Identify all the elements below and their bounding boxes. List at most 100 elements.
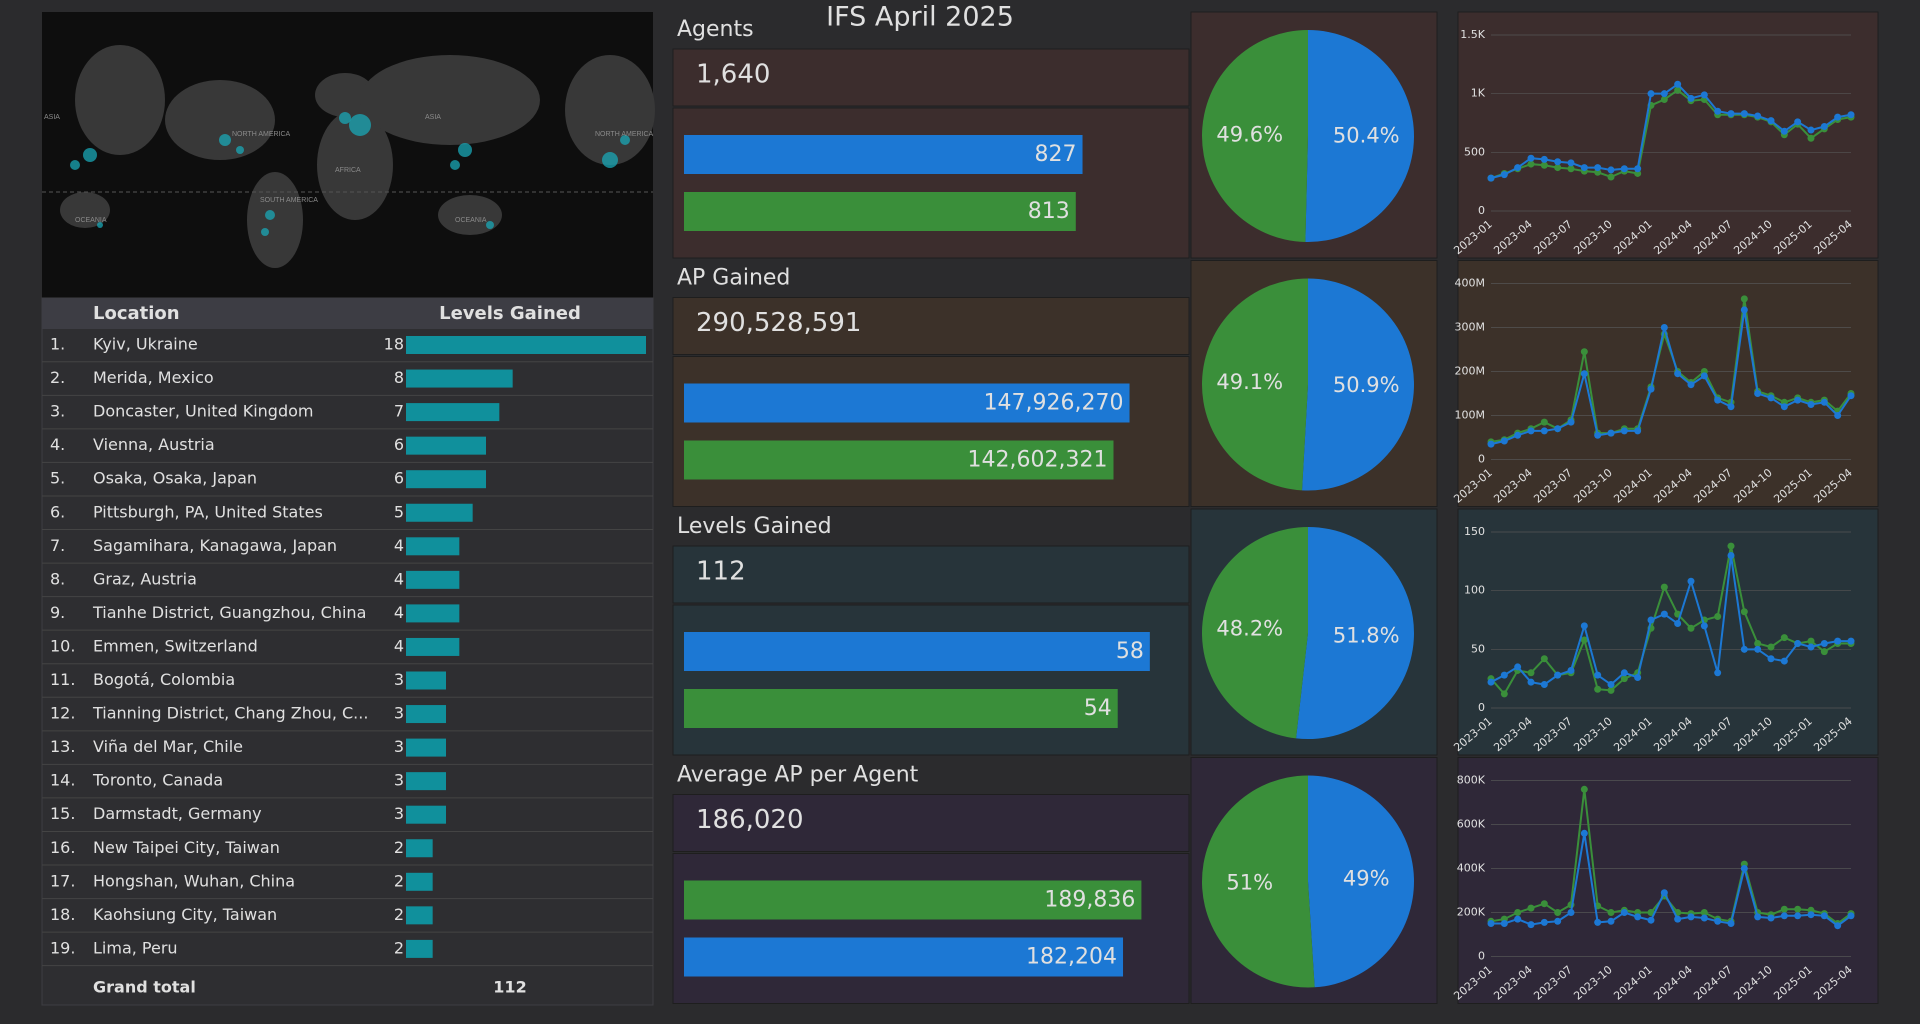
line-point	[1714, 669, 1722, 677]
line-point	[1687, 577, 1695, 585]
pie-label: 50.9%	[1333, 373, 1400, 397]
column-header: Levels Gained	[439, 303, 581, 324]
line-point	[1767, 394, 1775, 402]
location: Tianhe District, Guangzhou, China	[92, 603, 366, 622]
line-point	[1514, 663, 1522, 671]
line-point	[1727, 403, 1735, 411]
table-bar	[406, 772, 446, 791]
line-point	[1634, 427, 1642, 435]
table-bar	[406, 805, 446, 824]
rank: 15.	[50, 804, 75, 823]
line-point	[1594, 164, 1602, 172]
line-point	[1820, 123, 1828, 131]
line-point	[1700, 372, 1708, 380]
line-point	[1567, 159, 1575, 167]
line-point	[1780, 127, 1788, 135]
value: 2	[394, 871, 404, 890]
value: 4	[394, 636, 404, 655]
line-point	[1794, 396, 1802, 404]
bar-value: 58	[1116, 639, 1144, 664]
bar-value: 189,836	[1044, 888, 1135, 913]
line-point	[1647, 909, 1655, 916]
line-point	[1807, 637, 1815, 645]
line-point	[1487, 920, 1495, 927]
line-point	[1514, 909, 1522, 916]
line-point	[1634, 673, 1642, 681]
panel-title: Levels Gained	[677, 514, 832, 539]
table-bar	[406, 637, 460, 656]
table-bar	[406, 503, 473, 522]
rank: 13.	[50, 737, 75, 756]
pie-label: 49.1%	[1216, 370, 1283, 394]
line-point	[1647, 916, 1655, 924]
y-tick-label: 200M	[1455, 365, 1486, 378]
bar-value: 827	[1035, 142, 1077, 167]
line-point	[1594, 671, 1602, 679]
bar-value: 142,602,321	[968, 448, 1108, 473]
line-point	[1647, 616, 1655, 624]
rank: 17.	[50, 871, 75, 890]
line-point	[1674, 86, 1682, 94]
line-point	[1594, 918, 1602, 926]
bar	[684, 440, 1114, 480]
line-point	[1780, 912, 1788, 920]
line-point	[1567, 909, 1575, 916]
y-tick-label: 600K	[1457, 818, 1486, 831]
value: 2	[394, 838, 404, 857]
location: Graz, Austria	[93, 569, 197, 588]
kpi-value: 186,020	[696, 805, 804, 835]
line-series	[1490, 309, 1852, 446]
bar-box	[672, 604, 1190, 756]
line-point	[1754, 390, 1762, 397]
line-point	[1620, 909, 1628, 916]
rank: 3.	[50, 402, 65, 421]
line-point	[1687, 381, 1695, 389]
kpi-value: 112	[696, 557, 746, 587]
pie-label: 51.8%	[1333, 623, 1400, 647]
line-point	[1634, 165, 1642, 173]
line-point	[1500, 671, 1508, 679]
line-point	[1540, 655, 1548, 663]
line-point	[1700, 914, 1708, 922]
panel-title: Average AP per Agent	[677, 763, 919, 788]
pie-label: 51%	[1226, 870, 1273, 894]
line-point	[1820, 398, 1828, 406]
map-label: NORTH AMERICA	[232, 131, 291, 138]
value: 3	[394, 771, 404, 790]
value: 3	[394, 737, 404, 756]
line-point	[1674, 80, 1682, 88]
y-tick-label: 400M	[1455, 277, 1486, 290]
kpi-value: 1,640	[696, 60, 770, 90]
bar	[684, 689, 1118, 728]
line-point	[1607, 917, 1615, 925]
map-label: OCEANIA	[455, 217, 487, 224]
table-bar	[406, 369, 513, 388]
table-bar	[406, 604, 460, 623]
y-tick-label: 0	[1478, 453, 1485, 466]
rank: 7.	[50, 536, 65, 555]
line-point	[1660, 583, 1668, 591]
bar	[684, 880, 1142, 920]
line-point	[1540, 918, 1548, 926]
value: 3	[394, 670, 404, 689]
value: 6	[394, 469, 404, 488]
line-point	[1807, 126, 1815, 134]
map-label: ASIA	[44, 114, 60, 121]
rank: 10.	[50, 636, 75, 655]
map-label: NORTH AMERICA	[595, 131, 654, 138]
line-point	[1567, 165, 1575, 173]
bar-value: 182,204	[1026, 945, 1117, 970]
line-point	[1727, 920, 1735, 927]
y-tick-label: 0	[1478, 950, 1485, 963]
bar	[684, 192, 1076, 231]
location: Lima, Peru	[93, 938, 178, 957]
line-point	[1567, 666, 1575, 674]
line-box	[1457, 757, 1879, 1004]
bar-value: 54	[1084, 696, 1112, 721]
line-point	[1780, 403, 1788, 411]
table-bg	[41, 297, 654, 1006]
line-series	[1490, 82, 1852, 180]
line-point	[1527, 921, 1535, 929]
